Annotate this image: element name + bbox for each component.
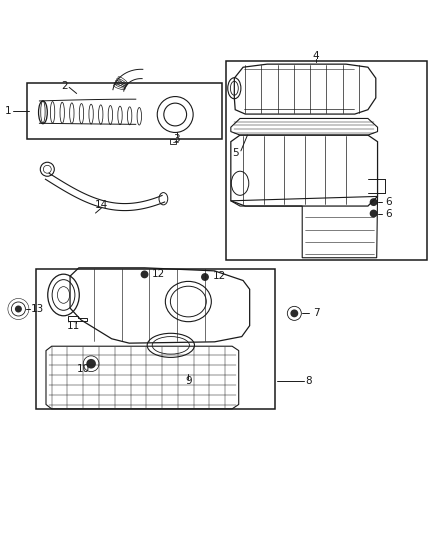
- Text: 10: 10: [77, 365, 90, 374]
- Bar: [27, 83, 222, 140]
- Bar: [226, 61, 427, 260]
- Text: 13: 13: [31, 304, 44, 314]
- Circle shape: [370, 209, 378, 217]
- Text: 6: 6: [385, 197, 392, 207]
- Text: 12: 12: [152, 269, 165, 279]
- Text: 8: 8: [306, 376, 312, 386]
- Text: 12: 12: [212, 271, 226, 281]
- Text: 6: 6: [385, 208, 392, 219]
- Text: 9: 9: [185, 376, 192, 386]
- Text: 3: 3: [173, 134, 180, 143]
- Bar: [170, 139, 176, 144]
- Circle shape: [141, 270, 148, 278]
- Circle shape: [290, 310, 298, 317]
- Circle shape: [86, 359, 96, 368]
- Circle shape: [15, 305, 22, 312]
- Circle shape: [201, 273, 209, 281]
- Text: 14: 14: [95, 200, 108, 210]
- Bar: [36, 269, 275, 409]
- Text: 7: 7: [313, 309, 320, 318]
- Circle shape: [370, 198, 378, 206]
- Text: 4: 4: [313, 51, 320, 61]
- Text: 5: 5: [232, 148, 239, 158]
- Text: 2: 2: [61, 80, 68, 91]
- Text: 11: 11: [67, 321, 80, 330]
- Text: 1: 1: [4, 106, 11, 116]
